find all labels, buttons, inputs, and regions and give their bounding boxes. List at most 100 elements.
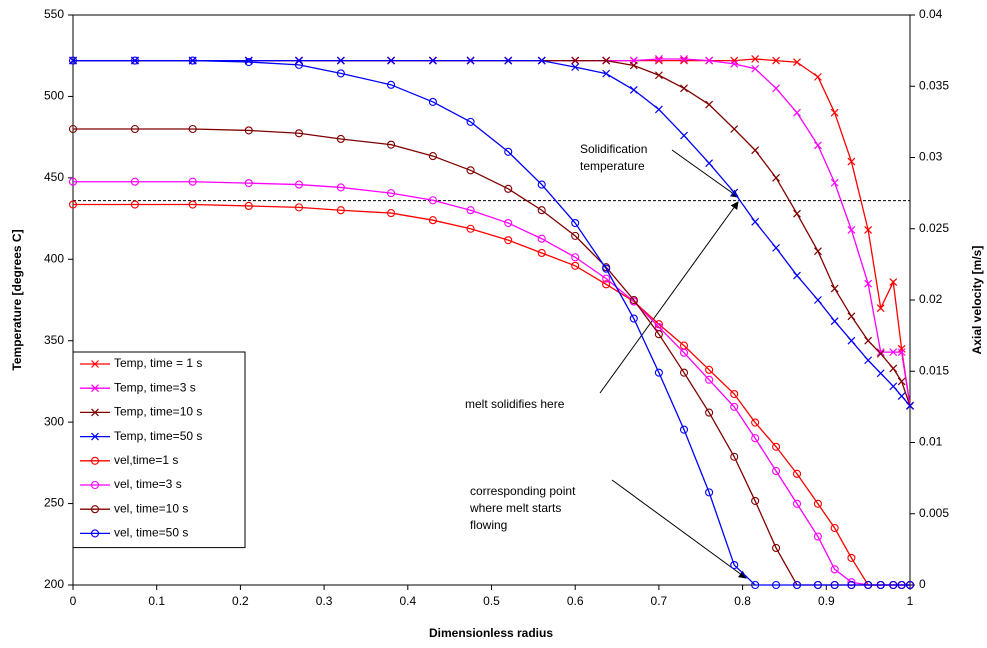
data-marker xyxy=(813,580,822,590)
data-marker xyxy=(772,466,781,476)
y-tick-label: 350 xyxy=(44,333,64,347)
data-marker xyxy=(876,348,885,357)
annotation: where melt starts xyxy=(469,501,561,515)
data-marker xyxy=(244,126,253,135)
y-tick-label: 200 xyxy=(44,577,64,591)
data-marker xyxy=(751,496,760,505)
data-marker xyxy=(537,206,546,215)
data-marker xyxy=(654,105,663,114)
x-axis-label: Dimensionless radius xyxy=(429,626,553,640)
data-marker xyxy=(830,580,839,590)
data-marker xyxy=(705,365,714,374)
data-marker xyxy=(792,580,802,590)
data-marker xyxy=(679,348,689,357)
data-marker xyxy=(792,469,802,478)
data-marker xyxy=(793,271,801,280)
data-marker xyxy=(897,348,906,357)
data-marker xyxy=(188,177,197,186)
data-marker xyxy=(730,452,739,461)
annotation: Solidification xyxy=(580,142,647,156)
data-marker xyxy=(793,209,801,218)
data-marker xyxy=(679,425,689,434)
data-marker xyxy=(730,389,739,399)
data-marker xyxy=(705,159,714,168)
series-line xyxy=(73,59,910,586)
data-marker xyxy=(130,56,139,65)
data-marker xyxy=(387,80,396,89)
legend-marker xyxy=(90,529,100,538)
data-marker xyxy=(629,295,638,305)
annotation: temperature xyxy=(580,159,645,173)
data-marker xyxy=(906,401,914,410)
legend-marker xyxy=(90,456,100,465)
data-marker xyxy=(130,124,139,134)
data-marker xyxy=(428,152,437,161)
data-marker xyxy=(813,532,822,541)
y2-axis-label: Axial velocity [m/s] xyxy=(970,246,984,355)
data-marker xyxy=(466,224,475,233)
x-tick-label: 0 xyxy=(70,594,77,608)
legend-box xyxy=(72,351,246,549)
data-marker xyxy=(772,543,781,553)
x-tick-label: 0.2 xyxy=(232,594,249,608)
data-marker xyxy=(772,56,781,65)
data-marker xyxy=(504,147,513,156)
y-tick-label: 450 xyxy=(44,170,64,184)
data-marker xyxy=(876,580,885,590)
data-marker xyxy=(813,499,822,508)
data-marker xyxy=(680,131,688,140)
data-marker xyxy=(847,157,856,166)
arrow xyxy=(599,201,739,394)
y2-tick-label: 0.04 xyxy=(919,7,943,21)
data-marker xyxy=(864,336,873,345)
data-marker xyxy=(830,565,839,574)
data-marker xyxy=(387,189,396,198)
y2-tick-label: 0.035 xyxy=(919,78,949,92)
y2-tick-label: 0.01 xyxy=(919,435,943,449)
data-marker xyxy=(889,580,898,590)
data-marker xyxy=(602,56,611,65)
data-marker xyxy=(864,356,873,365)
data-marker xyxy=(387,56,395,65)
data-marker xyxy=(830,317,839,326)
data-marker xyxy=(705,375,714,384)
data-marker xyxy=(244,56,253,65)
data-marker xyxy=(602,274,611,283)
legend-label: vel, time=10 s xyxy=(114,501,188,515)
data-marker xyxy=(294,60,304,69)
data-marker xyxy=(466,117,475,126)
data-marker xyxy=(876,304,885,313)
y2-tick-label: 0.015 xyxy=(919,363,949,377)
annotation: flowing xyxy=(470,518,507,532)
data-marker xyxy=(466,56,475,65)
data-marker xyxy=(188,200,197,209)
data-marker xyxy=(847,336,856,345)
data-marker xyxy=(130,177,139,186)
data-marker xyxy=(571,63,580,72)
legend-label: Temp, time = 1 s xyxy=(114,356,202,370)
x-tick-label: 0.9 xyxy=(818,594,835,608)
data-marker xyxy=(428,216,437,225)
legend-label: vel, time=50 s xyxy=(114,526,188,540)
data-marker xyxy=(336,206,345,215)
data-marker xyxy=(864,279,873,288)
data-marker xyxy=(772,442,781,451)
data-marker xyxy=(889,348,898,357)
x-tick-label: 0.4 xyxy=(399,594,416,608)
data-marker xyxy=(654,330,663,339)
data-marker xyxy=(336,134,345,144)
data-marker xyxy=(814,72,822,81)
annotation: corresponding point xyxy=(470,484,576,498)
data-marker xyxy=(814,296,822,304)
legend-label: Temp, time=3 s xyxy=(114,380,196,394)
data-marker xyxy=(680,56,688,65)
data-marker xyxy=(830,108,839,117)
data-marker xyxy=(244,179,253,188)
data-marker xyxy=(571,261,580,270)
data-marker xyxy=(654,71,663,80)
data-marker xyxy=(830,178,839,187)
data-marker xyxy=(772,243,781,252)
legend-marker xyxy=(91,432,99,441)
data-marker xyxy=(130,200,139,209)
data-marker xyxy=(864,226,873,234)
